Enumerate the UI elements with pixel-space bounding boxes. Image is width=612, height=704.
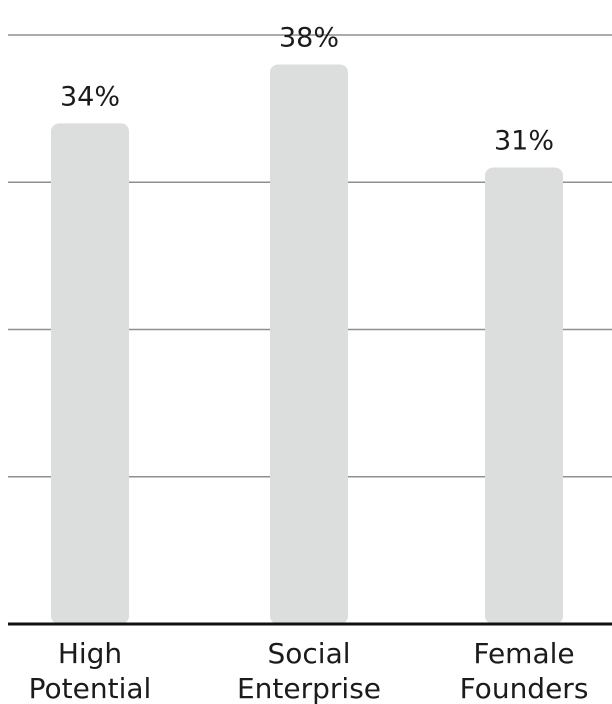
category-label-line: Enterprise xyxy=(237,672,381,704)
category-label-line: Female xyxy=(473,637,574,670)
bars xyxy=(51,64,563,624)
bar-0 xyxy=(51,123,129,624)
category-label-line: Social xyxy=(267,637,350,670)
category-label-line: Founders xyxy=(460,672,589,704)
category-labels: High Potential Social Enterprise Female Found… xyxy=(29,637,589,704)
value-labels: 34% 38% 31% xyxy=(60,22,554,156)
value-label-2: 31% xyxy=(494,126,554,157)
value-label-1: 38% xyxy=(279,22,339,53)
category-label-2: Female Founders xyxy=(460,637,589,704)
bar-2 xyxy=(485,167,563,624)
category-label-line: High xyxy=(58,637,122,670)
category-label-0: High Potential xyxy=(29,637,152,704)
category-label-line: Potential xyxy=(29,672,152,704)
value-label-0: 34% xyxy=(60,81,120,112)
category-label-1: Social Enterprise xyxy=(237,637,381,704)
bar-1 xyxy=(270,64,348,624)
